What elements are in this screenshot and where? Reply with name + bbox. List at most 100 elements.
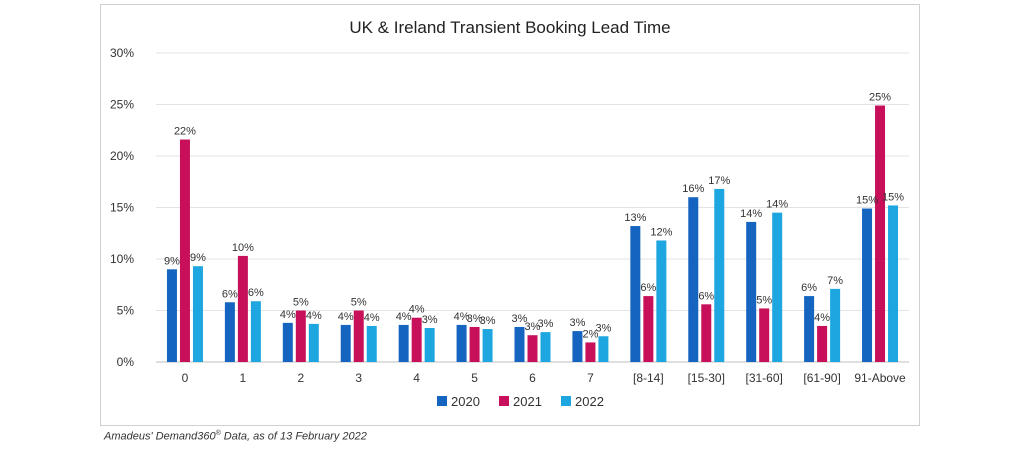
bar xyxy=(888,205,899,362)
bar xyxy=(250,301,261,362)
bars xyxy=(166,105,899,362)
data-label: 6% xyxy=(640,282,656,294)
bar xyxy=(282,322,293,362)
chart-title: UK & Ireland Transient Booking Lead Time xyxy=(349,18,670,37)
bar xyxy=(340,324,351,362)
bar xyxy=(688,197,699,362)
y-tick-label: 15% xyxy=(110,201,134,215)
data-label: 4% xyxy=(280,309,296,321)
legend-label: 2020 xyxy=(451,394,480,409)
data-label: 3% xyxy=(467,313,483,325)
data-label: 3% xyxy=(480,315,496,327)
data-label: 10% xyxy=(232,242,254,254)
data-labels: 9%22%9%6%10%6%4%5%4% 4%5%4% 4%4%3% 4%3%3% 3%… xyxy=(164,92,904,341)
bar xyxy=(772,212,783,362)
x-tick-label: 91-Above xyxy=(854,371,906,385)
bar xyxy=(759,308,770,362)
data-label: 14% xyxy=(766,199,788,211)
bar xyxy=(179,139,190,362)
bar xyxy=(424,328,435,362)
legend-swatch xyxy=(437,396,447,406)
bar xyxy=(875,105,886,362)
legend-label: 2022 xyxy=(575,394,604,409)
x-axis: 0 1 2 3 4 5 6 7 [8-14] [15-30] [31-60] [61-90] 91-Ab… xyxy=(182,371,906,385)
data-label: 4% xyxy=(454,311,470,323)
bar xyxy=(862,208,873,362)
data-label: 9% xyxy=(164,255,180,267)
bar xyxy=(572,331,583,362)
y-tick-label: 0% xyxy=(117,355,135,369)
data-label: 14% xyxy=(740,208,762,220)
bar xyxy=(482,329,493,362)
bar xyxy=(817,325,828,362)
x-tick-label: [31-60] xyxy=(746,371,783,385)
data-label: 7% xyxy=(827,275,843,287)
bar xyxy=(514,326,525,362)
bar xyxy=(527,335,538,362)
bar xyxy=(643,296,654,362)
legend-swatch xyxy=(499,396,509,406)
bar xyxy=(540,332,551,362)
y-tick-label: 20% xyxy=(110,149,134,163)
bar xyxy=(585,342,596,362)
bar xyxy=(830,288,841,362)
data-label: 5% xyxy=(293,297,309,309)
data-label: 9% xyxy=(190,252,206,264)
data-label: 15% xyxy=(882,191,904,203)
y-tick-label: 10% xyxy=(110,252,134,266)
bar xyxy=(166,269,177,362)
gridlines xyxy=(156,52,909,363)
data-label: 4% xyxy=(364,312,380,324)
x-tick-label: 0 xyxy=(182,371,189,385)
y-tick-label: 25% xyxy=(110,98,134,112)
bar xyxy=(598,336,609,362)
y-tick-label: 30% xyxy=(110,46,134,60)
x-tick-label: [8-14] xyxy=(633,371,664,385)
x-tick-label: 7 xyxy=(587,371,594,385)
bar xyxy=(353,310,364,362)
legend: 2020 2021 2022 xyxy=(437,394,604,409)
bar xyxy=(237,255,248,362)
bar xyxy=(411,317,422,362)
x-tick-label: 1 xyxy=(240,371,247,385)
data-label: 5% xyxy=(756,294,772,306)
data-label: 3% xyxy=(595,322,611,334)
x-tick-label: 3 xyxy=(355,371,362,385)
bar xyxy=(630,226,641,362)
bar xyxy=(701,304,712,362)
data-label: 4% xyxy=(409,304,425,316)
data-label: 6% xyxy=(801,282,817,294)
data-label: 6% xyxy=(248,287,264,299)
data-label: 12% xyxy=(650,226,672,238)
bar xyxy=(469,326,480,362)
source-suffix: Data, as of 13 February 2022 xyxy=(220,430,367,443)
data-label: 6% xyxy=(222,288,238,300)
data-label: 4% xyxy=(338,311,354,323)
bar xyxy=(746,221,757,362)
data-label: 2% xyxy=(582,328,598,340)
data-label: 4% xyxy=(306,310,322,322)
data-label: 13% xyxy=(624,212,646,224)
data-label: 3% xyxy=(525,321,541,333)
data-label: 4% xyxy=(396,311,412,323)
x-tick-label: 6 xyxy=(529,371,536,385)
y-tick-label: 5% xyxy=(117,304,135,318)
bar xyxy=(295,310,306,362)
bar xyxy=(804,296,815,362)
x-tick-label: [15-30] xyxy=(688,371,725,385)
data-label: 3% xyxy=(422,314,438,326)
chart-frame: UK & Ireland Transient Booking Lead Time… xyxy=(100,4,920,426)
bar xyxy=(224,302,235,362)
data-label: 17% xyxy=(708,175,730,187)
data-label: 3% xyxy=(569,317,585,329)
x-tick-label: 2 xyxy=(297,371,304,385)
bar xyxy=(366,325,377,362)
bar xyxy=(456,324,467,362)
bar-chart: UK & Ireland Transient Booking Lead Time… xyxy=(110,18,909,409)
bar xyxy=(192,266,203,362)
bar xyxy=(398,324,409,362)
bar xyxy=(714,188,725,362)
data-label: 15% xyxy=(856,195,878,207)
data-label: 3% xyxy=(512,313,528,325)
x-tick-label: 4 xyxy=(413,371,420,385)
